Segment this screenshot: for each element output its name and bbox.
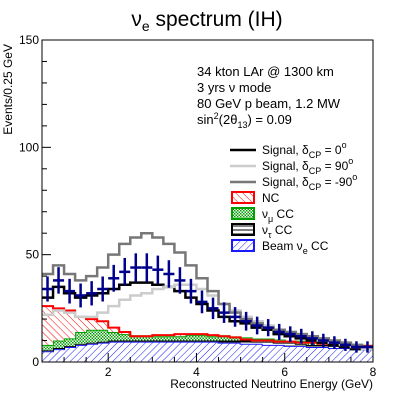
- legend-item: Beam νe CC: [231, 239, 329, 256]
- data-point: [317, 333, 329, 348]
- data-point: [240, 311, 252, 331]
- data-point: [262, 319, 274, 337]
- data-point: [306, 331, 318, 346]
- svg-text:Beam νe CC: Beam νe CC: [262, 239, 329, 256]
- data-point: [273, 323, 285, 340]
- legend-item: ντ CC: [231, 223, 293, 240]
- data-point: [75, 283, 87, 308]
- data-point: [196, 290, 208, 314]
- data-point: [42, 276, 54, 302]
- data-point: [97, 276, 109, 302]
- legend-item: Signal, δCP = 90o: [230, 156, 353, 176]
- y-tick-label: 0: [32, 355, 39, 369]
- legend-item: NC: [231, 191, 280, 205]
- data-point: [339, 338, 351, 351]
- svg-text:Signal, δCP = 0o: Signal, δCP = 0o: [262, 140, 347, 160]
- stacked-backgrounds: [42, 305, 373, 362]
- axes: 0 50 100 150 2 4 6 8: [19, 33, 377, 379]
- band-hatched-blue: [42, 340, 373, 362]
- data-point: [328, 336, 340, 350]
- plot-frame: [41, 39, 374, 363]
- y-tick-label: 150: [19, 33, 39, 47]
- data-point: [86, 281, 98, 306]
- data-point: [152, 255, 164, 284]
- x-axis-label: Reconstructed Neutrino Energy (GeV): [170, 377, 373, 391]
- data-point: [119, 257, 131, 286]
- info-line: 34 kton LAr @ 1300 km: [197, 64, 334, 79]
- data-point: [141, 253, 153, 282]
- data-points: [42, 253, 373, 353]
- info-line: 80 GeV p beam, 1.2 MW: [197, 96, 341, 111]
- x-tick-label: 8: [370, 365, 377, 379]
- data-point: [284, 326, 296, 342]
- info-line: sin2(2θ13) = 0.09: [197, 111, 292, 130]
- data-point: [130, 253, 142, 282]
- legend-item: Signal, δCP = 0o: [230, 140, 347, 160]
- x-tick-label: 2: [105, 365, 112, 379]
- legend-item: νμ CC: [231, 207, 294, 224]
- data-point: [163, 260, 175, 288]
- data-point: [53, 267, 65, 294]
- x-tick-label: 4: [193, 365, 200, 379]
- data-point: [295, 328, 307, 344]
- svg-text:NC: NC: [262, 191, 280, 205]
- svg-text:Signal, δCP = -90o: Signal, δCP = -90o: [262, 172, 357, 192]
- data-point: [229, 307, 241, 327]
- legend-item: Signal, δCP = -90o: [230, 172, 357, 192]
- data-point: [64, 278, 76, 304]
- data-point: [108, 264, 120, 292]
- x-tick-label: 6: [281, 365, 288, 379]
- y-tick-label: 100: [19, 140, 39, 154]
- svg-text:Signal, δCP = 90o: Signal, δCP = 90o: [262, 156, 353, 176]
- data-point: [207, 297, 219, 320]
- data-point: [350, 341, 362, 353]
- data-point: [218, 302, 230, 323]
- band-hatched-red: [42, 305, 373, 347]
- data-point: [251, 316, 263, 335]
- y-axis-label: Events/0.25 GeV: [1, 44, 15, 135]
- data-point: [361, 341, 373, 353]
- y-tick-label: 50: [26, 248, 40, 262]
- data-point: [185, 278, 197, 304]
- info-line: 3 yrs ν mode: [197, 80, 271, 95]
- svg-text:ντ CC: ντ CC: [262, 223, 293, 240]
- data-point: [174, 267, 186, 294]
- svg-text:νμ CC: νμ CC: [262, 207, 294, 224]
- chart-title: νe spectrum (IH): [131, 8, 282, 34]
- signal-line-2: [42, 231, 373, 349]
